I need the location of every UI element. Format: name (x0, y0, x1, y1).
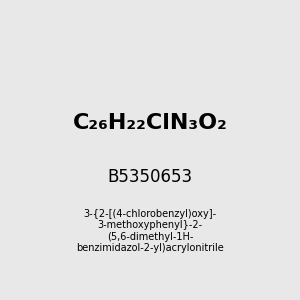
Text: B5350653: B5350653 (107, 168, 193, 186)
Text: C₂₆H₂₂ClN₃O₂: C₂₆H₂₂ClN₃O₂ (73, 113, 227, 133)
Text: 3-{2-[(4-chlorobenzyl)oxy]-
3-methoxyphenyl}-2-
(5,6-dimethyl-1H-
benzimidazol-2: 3-{2-[(4-chlorobenzyl)oxy]- 3-methoxyphe… (76, 208, 224, 253)
